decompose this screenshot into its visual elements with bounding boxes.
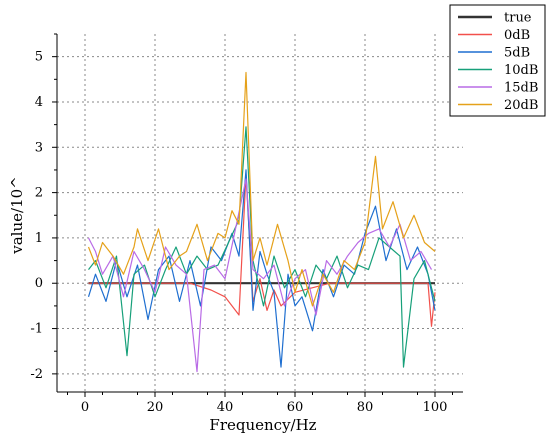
x-axis-title: Frequency/Hz xyxy=(209,416,316,434)
y-tick-label: 2 xyxy=(35,186,43,201)
x-tick-label: 40 xyxy=(217,400,234,415)
x-tick-label: 0 xyxy=(81,400,89,415)
legend-label-5dB: 5dB xyxy=(504,46,530,61)
y-tick-label: -1 xyxy=(30,322,43,337)
x-tick-label: 100 xyxy=(423,400,448,415)
series-layer xyxy=(87,71,436,373)
y-axis-title: value/10^ xyxy=(8,176,26,254)
y-tick-label: -2 xyxy=(30,367,43,382)
legend-label-20dB: 20dB xyxy=(504,98,538,113)
axes: 0 20 40 60 80 100 -2 -1 0 1 2 3 4 5 xyxy=(30,33,463,415)
legend: true 0dB 5dB 10dB 15dB 20dB xyxy=(449,4,546,117)
legend-box xyxy=(449,4,546,117)
x-tick-label: 80 xyxy=(357,400,374,415)
y-tick-label: 0 xyxy=(35,276,43,291)
series-line-20dB xyxy=(87,71,436,307)
y-tick-label: 1 xyxy=(35,231,43,246)
x-tick-label: 60 xyxy=(287,400,304,415)
series-line-5dB xyxy=(87,169,436,368)
legend-label-0dB: 0dB xyxy=(504,28,530,43)
legend-label-10dB: 10dB xyxy=(504,63,538,78)
y-tick-label: 5 xyxy=(35,50,43,65)
y-tick-label: 4 xyxy=(35,95,43,110)
legend-label-15dB: 15dB xyxy=(504,81,538,96)
legend-label-true: true xyxy=(504,11,532,26)
series-line-15dB xyxy=(87,178,433,373)
x-tick-label: 20 xyxy=(147,400,164,415)
y-tick-label: 3 xyxy=(35,140,43,155)
series-line-0dB xyxy=(88,173,436,327)
